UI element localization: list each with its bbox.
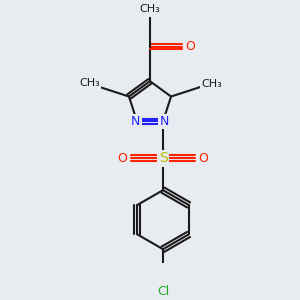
Text: O: O [199, 152, 208, 165]
Text: CH₃: CH₃ [80, 78, 100, 88]
Text: S: S [159, 151, 167, 165]
Text: O: O [118, 152, 128, 165]
Text: N: N [160, 115, 169, 128]
Text: CH₃: CH₃ [201, 79, 222, 89]
Text: CH₃: CH₃ [140, 4, 160, 14]
Text: Cl: Cl [157, 284, 169, 298]
Text: N: N [131, 115, 140, 128]
Text: O: O [186, 40, 196, 53]
